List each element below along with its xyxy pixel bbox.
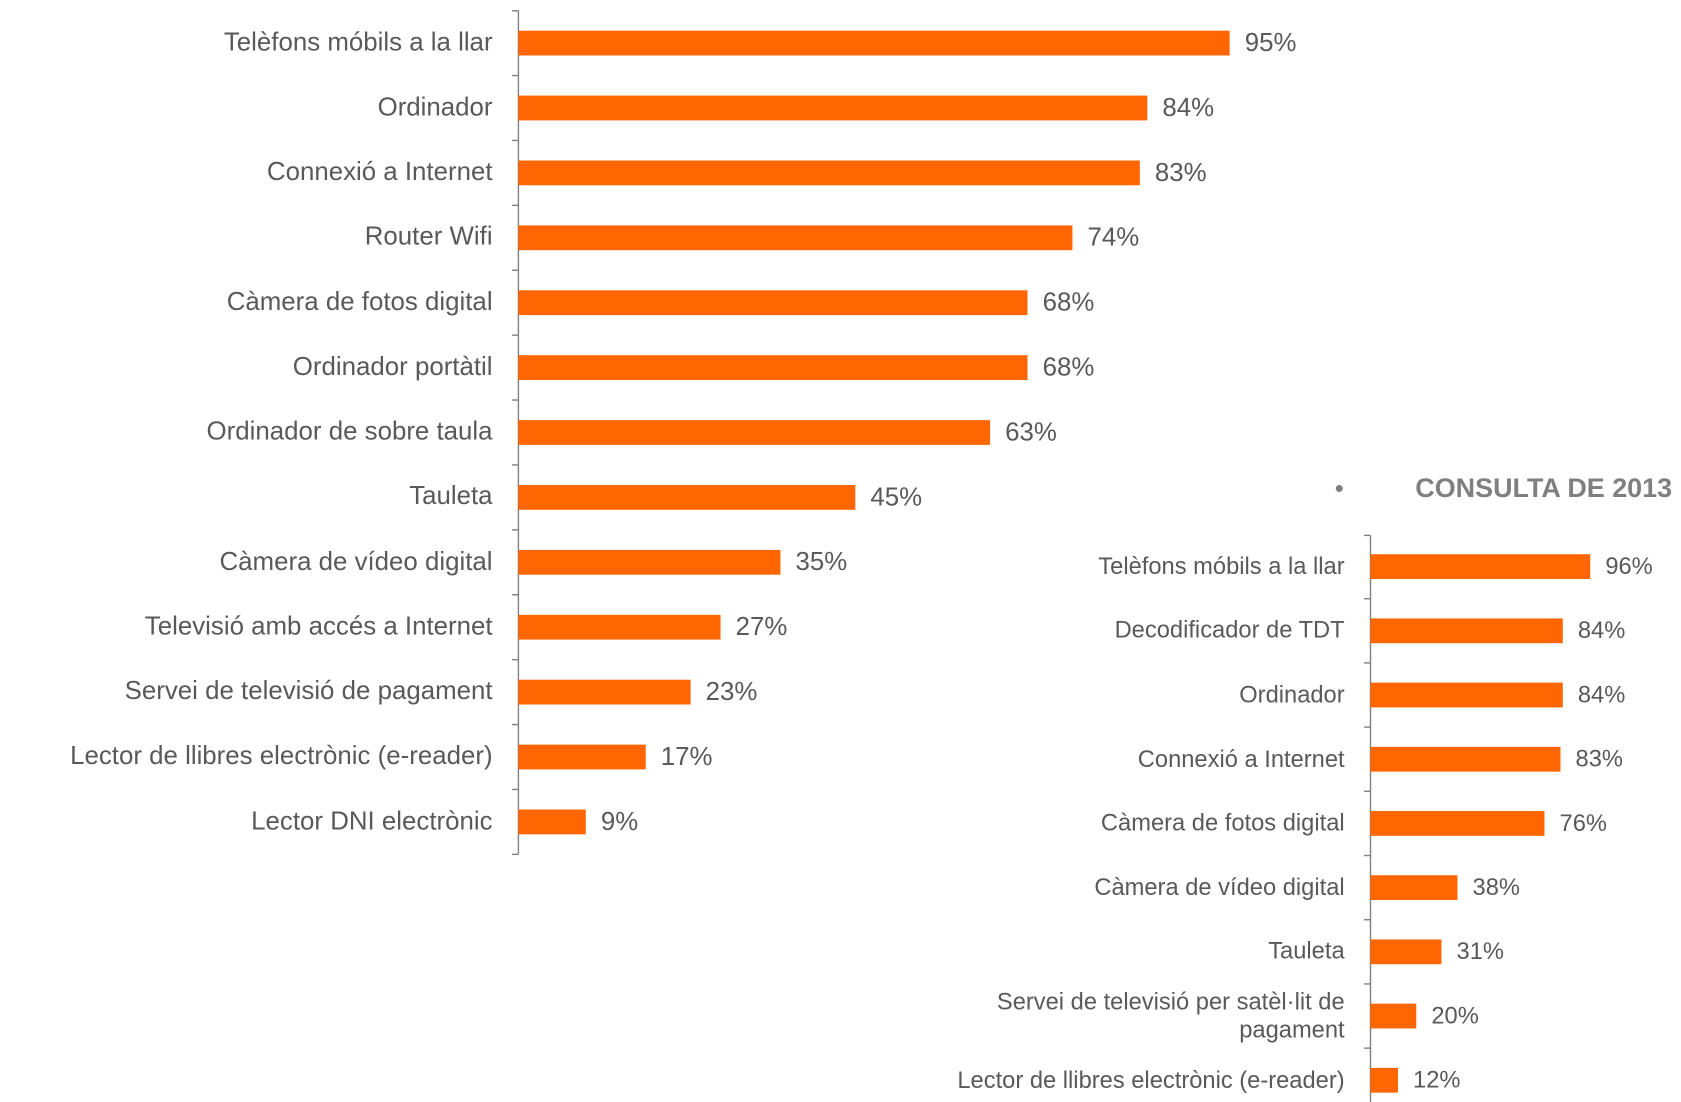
bar [1370, 1003, 1417, 1029]
category-label-box: Càmera de fotos digital [226, 287, 493, 317]
category-label: Ordinador de sobre taula [206, 416, 493, 447]
category-label-box: Connexió a Internet [1137, 745, 1345, 772]
bar [1370, 618, 1563, 644]
value-label: 68% [1043, 354, 1095, 382]
category-label: Ordinador portàtil [292, 352, 493, 382]
category-label: Ordinador [377, 92, 493, 122]
category-label-box: Router Wifi [364, 222, 493, 252]
category-label-box: Lector DNI electrònic [251, 806, 493, 836]
category-label: Lector DNI electrònic [251, 806, 493, 836]
category-label: Connexió a Internet [266, 157, 493, 187]
value-label: 84% [1578, 618, 1625, 644]
value-label: 83% [1576, 747, 1623, 773]
bar [518, 95, 1148, 121]
value-label: 84% [1578, 682, 1625, 708]
category-label: Televisió amb accés a Internet [144, 611, 493, 641]
bar [518, 225, 1073, 251]
value-label: 17% [661, 743, 713, 771]
bar [518, 549, 781, 575]
category-label: Ordinador [1239, 680, 1345, 708]
category-label-box: Càmera de vídeo digital [1094, 873, 1345, 901]
category-label: Servei de televisió de pagament [124, 676, 493, 706]
category-label: Connexió a Internet [1137, 745, 1345, 772]
category-label-box: Ordinador portàtil [292, 352, 493, 382]
value-label: 68% [1043, 289, 1095, 317]
bar [518, 809, 586, 835]
category-label: Lector de llibres electrònic (e-reader) [70, 741, 493, 771]
bar [518, 160, 1140, 186]
category-label-box: Telèfons móbils a la llar [223, 27, 493, 57]
value-label: 45% [870, 483, 922, 511]
category-label: Telèfons móbils a la llar [1098, 552, 1345, 580]
category-label: Router Wifi [364, 222, 493, 252]
category-label: Telèfons móbils a la llar [223, 27, 493, 57]
value-label: 9% [601, 808, 638, 836]
category-label-box: Ordinador de sobre taula [206, 416, 493, 447]
bar [1370, 875, 1458, 901]
value-label: 95% [1245, 29, 1297, 57]
category-label: Tauleta [1268, 937, 1345, 965]
bar [518, 30, 1230, 56]
value-label: 76% [1560, 811, 1607, 837]
value-label: 12% [1413, 1068, 1460, 1094]
category-label: Càmera de fotos digital [226, 287, 493, 317]
value-label: 38% [1473, 875, 1520, 901]
category-label-box: Càmera de vídeo digital [219, 546, 493, 576]
value-label: 84% [1162, 94, 1214, 122]
bar [518, 679, 691, 705]
value-label: 74% [1088, 224, 1140, 252]
bar [1370, 746, 1561, 772]
value-label: 27% [736, 613, 788, 641]
bar [1370, 554, 1591, 580]
value-label: 63% [1005, 418, 1057, 446]
category-label-box: Connexió a Internet [266, 157, 493, 187]
bar [1370, 811, 1545, 836]
category-label: Càmera de vídeo digital [219, 546, 493, 576]
category-label-box: Servei de televisió de pagament [124, 676, 493, 706]
category-label-box: Servei de televisió per satèl·lit de pag… [996, 987, 1345, 1043]
bar [1370, 682, 1563, 708]
chart-title: CONSULTA DE 2013 [1415, 473, 1672, 503]
value-label: 20% [1431, 1003, 1478, 1029]
category-label: Lector de llibres electrònic (e-reader) [957, 1066, 1345, 1093]
category-label-box: Tauleta [1268, 937, 1345, 965]
value-label: 31% [1457, 939, 1504, 965]
category-label-box: Càmera de fotos digital [1100, 809, 1345, 837]
category-label-box: Ordinador [377, 92, 493, 122]
value-label: 83% [1155, 159, 1207, 187]
category-label: Tauleta [409, 481, 493, 511]
category-label-box: Ordinador [1239, 680, 1345, 708]
bullet: • [1335, 475, 1344, 503]
category-label-box: Tauleta [409, 481, 493, 511]
category-label: Càmera de fotos digital [1100, 809, 1345, 837]
bar [1370, 1067, 1398, 1093]
category-label-box: Televisió amb accés a Internet [144, 611, 493, 641]
category-label: Decodificador de TDT [1114, 616, 1345, 644]
value-label: 35% [796, 548, 848, 576]
bar [518, 355, 1028, 380]
bar [518, 744, 646, 770]
category-label: Servei de televisió per satèl·lit de pag… [996, 987, 1345, 1043]
category-label-box: Lector de llibres electrònic (e-reader) [70, 741, 493, 771]
category-label-box: Telèfons móbils a la llar [1098, 552, 1345, 580]
category-label-box: Decodificador de TDT [1114, 616, 1345, 644]
category-label: Càmera de vídeo digital [1094, 873, 1345, 901]
value-label: 96% [1605, 554, 1652, 580]
category-label-box: Lector de llibres electrònic (e-reader) [957, 1066, 1345, 1093]
bar [518, 290, 1028, 316]
bar [518, 485, 856, 510]
value-label: 23% [706, 678, 758, 706]
bar [518, 614, 721, 640]
bar [518, 420, 991, 445]
bar [1370, 939, 1442, 965]
